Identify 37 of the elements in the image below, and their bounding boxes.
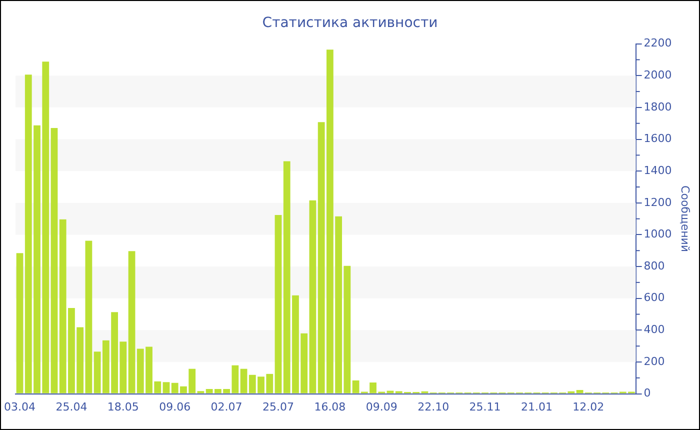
bar [386, 390, 394, 394]
x-tick-label: 12.02 [572, 400, 604, 414]
x-tick-label: 09.09 [366, 400, 398, 414]
x-tick-label: 02.07 [210, 400, 242, 414]
bar [240, 368, 248, 394]
y-tick-label: 1200 [644, 196, 672, 209]
x-tick-label: 22.10 [418, 400, 450, 414]
bar [16, 253, 24, 394]
bar [162, 382, 170, 394]
y-tick-label: 0 [644, 386, 651, 400]
bar [309, 200, 316, 394]
y-tick-label: 1400 [644, 164, 672, 177]
chart-title: Статистика активности [262, 15, 438, 32]
y-tick-label: 400 [644, 323, 665, 336]
x-tick-label: 03.04 [4, 400, 36, 414]
x-tick-label: 25.11 [469, 400, 501, 414]
bar [50, 128, 58, 394]
bar [576, 390, 584, 394]
bar [352, 380, 360, 394]
y-tick-label: 600 [644, 291, 665, 304]
x-tick-label: 16.08 [314, 400, 346, 414]
y-tick-label: 1800 [644, 100, 672, 114]
bar [85, 240, 92, 394]
x-tick-label: 25.07 [262, 400, 294, 414]
y-tick-label: 2200 [644, 36, 672, 50]
y-tick-label: 1000 [644, 228, 672, 241]
bar [274, 214, 282, 394]
y-tick-label: 1600 [644, 132, 672, 146]
y-tick-label: 2000 [644, 68, 672, 82]
y-tick-label: 200 [644, 354, 665, 368]
x-tick-label: 18.05 [107, 400, 139, 414]
x-tick-label: 21.01 [520, 400, 552, 414]
y-tick-label: 800 [644, 259, 665, 272]
bar [128, 251, 136, 394]
y-axis-title: Сообщений [678, 186, 692, 252]
x-tick-label: 09.06 [159, 400, 191, 414]
x-tick-label: 25.04 [56, 400, 88, 414]
